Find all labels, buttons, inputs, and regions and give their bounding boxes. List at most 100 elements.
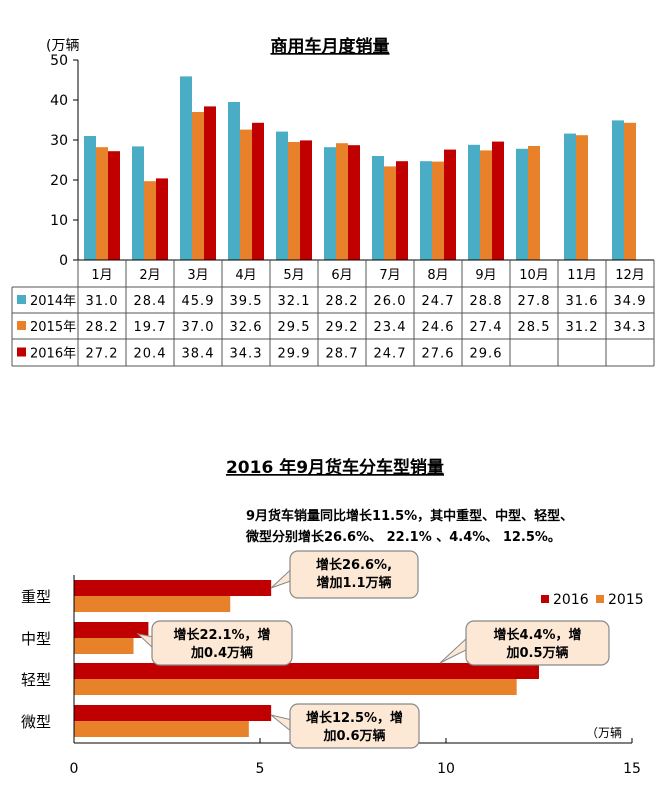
legend-label: 2016年 [30, 347, 76, 362]
chart1-bar [576, 135, 588, 260]
chart1-bar [396, 161, 408, 260]
chart2-unit-label: （万辆 [586, 726, 622, 740]
chart2-callout: 增长26.6%, 增加1.1万辆 [270, 550, 419, 599]
chart1-x-tick-label: 9月 [475, 268, 496, 283]
chart1-bar [132, 146, 144, 260]
chart1-data-label: 31.6 [566, 294, 599, 309]
chart1-data-label: 32.1 [278, 294, 311, 309]
chart1-data-label: 34.9 [614, 294, 647, 309]
chart2-bar [74, 638, 134, 654]
chart1-data-label: 27.8 [518, 294, 551, 309]
callout-pointer [270, 567, 293, 589]
chart1-bar [528, 146, 540, 260]
legend-label: 2015年 [30, 320, 76, 335]
callout-text: 增长12.5%，增 [306, 710, 403, 726]
callout-text: 增长22.1%，增 [173, 627, 270, 643]
chart1-x-tick-label: 7月 [379, 268, 400, 283]
chart2-bar [74, 721, 249, 737]
chart1-data-label: 20.4 [134, 347, 167, 362]
chart1-data-label: 34.3 [614, 320, 647, 335]
chart1-y-tick-label: 40 [50, 93, 68, 109]
chart1-data-label: 19.7 [134, 320, 167, 335]
chart2-bar [74, 622, 149, 638]
chart1-data-label: 23.4 [374, 320, 407, 335]
callout-text: 加0.4万辆 [190, 645, 253, 661]
legend-label: 2016 [553, 592, 589, 608]
chart1-data-label: 29.6 [470, 347, 503, 362]
chart1-bars [84, 76, 636, 261]
chart1-y-tick-label: 50 [50, 53, 68, 69]
chart1-bar [276, 131, 288, 260]
chart1-x-tick-label: 5月 [283, 268, 304, 283]
chart1-bar [624, 122, 636, 260]
chart1-data-label: 24.7 [374, 347, 407, 362]
legend-label: 2014年 [30, 294, 76, 309]
chart1-y-tick-label: 10 [50, 213, 68, 229]
legend-swatch [17, 321, 26, 330]
chart1-bar [204, 106, 216, 261]
chart1-title: 商用车月度销量 [271, 36, 390, 57]
chart1-data-label: 27.2 [86, 347, 119, 362]
chart2-category-label: 重型 [21, 588, 51, 606]
chart1-bar [96, 147, 108, 260]
chart1-x-tick-label: 2月 [139, 268, 160, 283]
chart1-bar [468, 144, 480, 260]
chart1-data-label: 28.7 [326, 347, 359, 362]
chart1-bar [156, 178, 168, 260]
chart2-category-label: 中型 [21, 630, 51, 648]
truck-type-sales-chart: 2016 年9月货车分车型销量 9月货车销量同比增长11.5%，其中重型、中型、… [21, 457, 644, 777]
chart1-data-label: 37.0 [182, 320, 215, 335]
chart1-bar [372, 156, 384, 260]
chart1-bar [384, 166, 396, 260]
callout-pointer [439, 635, 469, 664]
chart1-bar [480, 150, 492, 260]
legend-swatch [541, 595, 549, 603]
chart2-callout: 增长22.1%，增加0.4万辆 [136, 620, 293, 666]
callout-text: 增加1.1万辆 [316, 575, 391, 591]
chart1-bar [432, 161, 444, 260]
chart1-x-tick-label: 10月 [519, 268, 549, 283]
chart1-bar [144, 181, 156, 260]
chart1-bar [252, 122, 264, 260]
chart1-ylabel: (万辆 [46, 38, 79, 54]
callout-text: 增长4.4%，增 [493, 627, 581, 643]
chart2-x-tick-label: 5 [256, 761, 265, 777]
chart1-data-label: 24.6 [422, 320, 455, 335]
chart1-bar [180, 76, 192, 261]
chart1-bar [444, 149, 456, 260]
callout-box [151, 620, 293, 666]
chart2-category-label: 轻型 [21, 671, 51, 689]
chart1-x-tick-label: 4月 [235, 268, 256, 283]
chart1-data-label: 28.4 [134, 294, 167, 309]
chart2-bar [74, 679, 517, 695]
chart1-data-label: 28.2 [326, 294, 359, 309]
chart1-data-table: 1月 2月 3月 4月 5月 6月 7月 8月 9月 10月 11月 12月 2014年 31.0 28.4… [11, 259, 655, 367]
chart2-bar [74, 596, 231, 612]
chart2-note-line-1: 9月货车销量同比增长11.5%，其中重型、中型、轻型、 [246, 508, 573, 524]
chart1-y-tick-label: 0 [59, 253, 68, 269]
chart1-y-tick-label: 30 [50, 133, 68, 149]
chart2-callout: 增长4.4%，增加0.5万辆 [439, 620, 610, 666]
chart2-x-tick-label: 10 [437, 761, 455, 777]
chart2-bar [74, 705, 272, 721]
chart1-y-axis: 0 10 20 30 40 50 [50, 53, 79, 269]
chart1-bar [192, 112, 204, 260]
chart1-x-tick-label: 8月 [427, 268, 448, 283]
legend-label: 2015 [608, 592, 644, 608]
chart1-data-label: 31.2 [566, 320, 599, 335]
callout-box [289, 703, 420, 749]
chart1-data-label: 38.4 [182, 347, 215, 362]
chart1-bar [324, 147, 336, 260]
chart2-x-tick-label: 15 [623, 761, 641, 777]
legend-swatch [17, 347, 26, 357]
chart2-callout: 增长12.5%，增加0.6万辆 [270, 703, 420, 749]
chart2-bar [74, 580, 272, 596]
chart1-bar [612, 120, 624, 261]
chart1-bar [240, 129, 252, 260]
chart1-x-tick-label: 6月 [331, 268, 352, 283]
chart1-bar [84, 136, 96, 260]
monthly-sales-chart: 商用车月度销量 (万辆 0 10 20 30 40 50 1月 2月 3月 4月 5月 6月 7月 8月… [11, 36, 655, 367]
chart1-bar [288, 142, 300, 260]
